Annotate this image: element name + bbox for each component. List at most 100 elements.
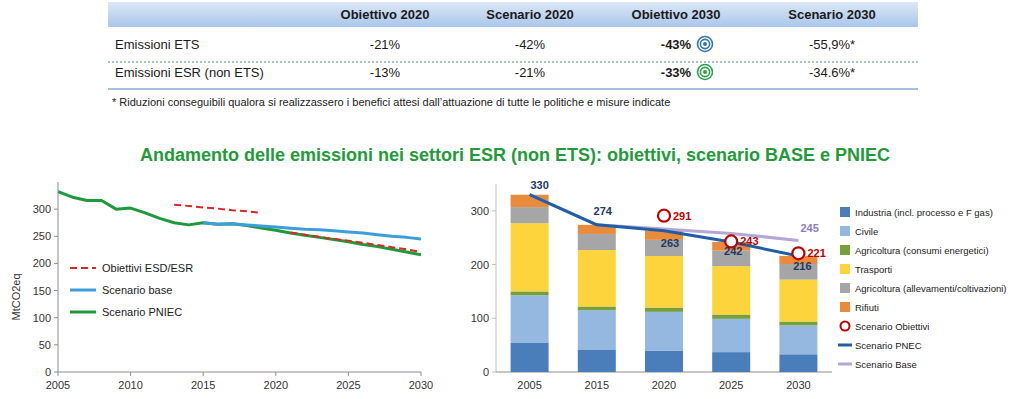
- x-tick-label: 2030: [786, 379, 810, 391]
- legend-swatch: [70, 311, 96, 314]
- row-separator: [108, 62, 918, 63]
- y-tick: [492, 210, 496, 211]
- target-marker: [792, 247, 804, 259]
- y-tick: [492, 372, 496, 373]
- y-tick-label: 0: [483, 366, 489, 378]
- y-axis: [58, 182, 59, 372]
- target-icon: [698, 37, 713, 52]
- data-label: 330: [530, 179, 548, 191]
- bar-segment: [779, 325, 817, 354]
- x-tick-label: 2015: [191, 379, 215, 391]
- legend-label: Agricoltura (allevamenti/coltivazioni): [855, 283, 1007, 294]
- table-cell: -21%: [515, 65, 546, 80]
- x-tick: [203, 372, 204, 376]
- icon-ring: [698, 37, 713, 52]
- data-label: 221: [807, 247, 825, 259]
- y-tick-label: 150: [33, 285, 51, 297]
- y-tick-label: 0: [45, 366, 51, 378]
- series-line: [530, 195, 799, 241]
- y-tick-label: 100: [471, 312, 489, 324]
- bar-segment: [712, 319, 750, 352]
- legend-label: Industria (incl. processo e F gas): [855, 207, 993, 218]
- series-line: [174, 205, 421, 252]
- table-cell: -21%: [370, 37, 401, 52]
- data-label: 274: [594, 205, 613, 217]
- bar-segment: [578, 250, 616, 306]
- column-header: Obiettivo 2030: [632, 7, 721, 22]
- target-icon: [698, 65, 713, 80]
- footnote: * Riduzioni conseguibili qualora si real…: [112, 96, 670, 108]
- y-tick-label: 200: [33, 257, 51, 269]
- bar-segment: [578, 306, 616, 310]
- data-label: 216: [793, 260, 811, 272]
- y-tick: [54, 372, 58, 373]
- y-tick-label: 300: [471, 205, 489, 217]
- bar-segment: [645, 308, 683, 312]
- legend-swatch: [838, 344, 852, 347]
- y-tick-label: 250: [33, 230, 51, 242]
- y-tick-label: 300: [33, 203, 51, 215]
- plot-area: [511, 195, 818, 372]
- x-tick: [348, 372, 349, 376]
- x-tick-label: 2005: [517, 379, 541, 391]
- legend-label: Scenario PNIEC: [102, 306, 182, 318]
- table-cell: -34.6%*: [809, 65, 855, 80]
- legend-label: Obiettivi ESD/ESR: [102, 262, 193, 274]
- icon-ring: [698, 65, 713, 80]
- legend-swatch: [70, 267, 96, 269]
- table-header-bg: [108, 2, 918, 27]
- bar-segment: [645, 351, 683, 372]
- data-label: 245: [800, 222, 818, 234]
- bar-segment: [511, 295, 549, 342]
- y-tick: [54, 263, 58, 264]
- y-tick: [492, 318, 496, 319]
- legend-swatch: [840, 283, 850, 293]
- y-axis: [496, 184, 497, 372]
- data-label: 263: [661, 237, 679, 249]
- x-tick: [130, 372, 131, 376]
- x-tick-label: 2010: [118, 379, 142, 391]
- bar-chart: 0100200300200520152020202520302453302742…: [471, 179, 1007, 391]
- legend-label: Scenario Obiettivi: [855, 321, 929, 332]
- legend-swatch: [840, 207, 850, 217]
- legend-swatch: [70, 289, 96, 292]
- icon-ring: [700, 67, 709, 76]
- y-axis-label: MtCO2eq: [10, 273, 22, 320]
- figure: Obiettivo 2020Scenario 2020Obiettivo 203…: [0, 0, 1023, 399]
- bar-segment: [645, 256, 683, 308]
- data-label: 291: [673, 210, 691, 222]
- icon-ring: [700, 39, 709, 48]
- bar-segment: [511, 342, 549, 372]
- plot-area: [58, 192, 421, 255]
- legend-label: Scenario base: [102, 284, 172, 296]
- x-axis: [58, 372, 421, 373]
- icon-dot: [703, 70, 707, 74]
- bar-segment: [511, 291, 549, 295]
- bar-segment: [779, 354, 817, 372]
- x-tick: [275, 372, 276, 376]
- y-tick: [54, 290, 58, 291]
- table-cell: -33%: [661, 65, 692, 80]
- icon-dot: [703, 42, 707, 46]
- y-tick: [54, 236, 58, 237]
- x-tick-label: 2025: [719, 379, 743, 391]
- x-tick-label: 2020: [264, 379, 288, 391]
- x-tick: [421, 372, 422, 376]
- bar-segment: [779, 322, 817, 326]
- y-tick-label: 200: [471, 259, 489, 271]
- table-bottom-rule: [108, 88, 918, 89]
- bar-segment: [511, 207, 549, 223]
- bar-segment: [712, 352, 750, 372]
- bar-segment: [578, 234, 616, 250]
- table-cell: -43%: [661, 37, 692, 52]
- y-tick: [54, 344, 58, 345]
- bar-segment: [578, 310, 616, 349]
- target-marker: [658, 210, 670, 222]
- table-cell: -55,9%*: [809, 37, 855, 52]
- legend-swatch: [840, 245, 850, 255]
- series-line: [530, 195, 799, 256]
- x-tick-label: 2025: [336, 379, 360, 391]
- y-tick: [492, 264, 496, 265]
- legend-swatch: [840, 302, 850, 312]
- table-cell: -13%: [370, 65, 401, 80]
